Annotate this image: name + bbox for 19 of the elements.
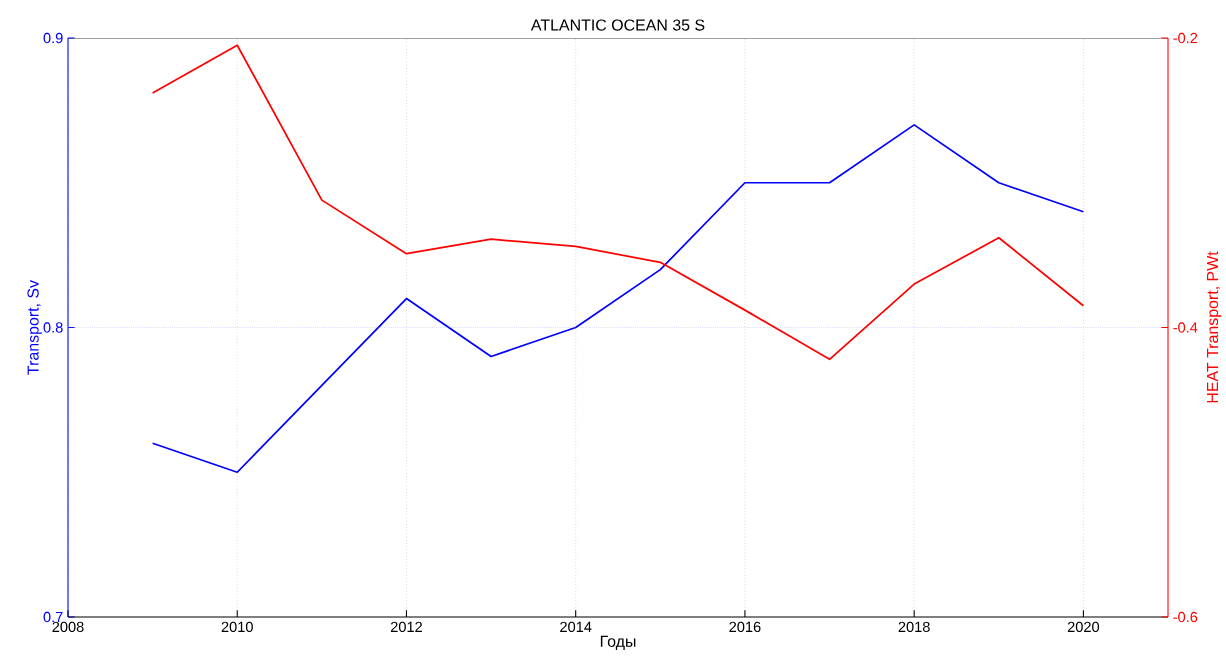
y-tick-label: 0.8 [43,322,63,333]
y2-axis-title: HEAT Transport, PWt [1207,251,1222,403]
x-tick-label: 2020 [1067,621,1100,633]
y2-tick-label: -0.2 [1173,32,1198,44]
x-axis-title: Годы [600,635,636,650]
x-tick-label: 2016 [729,621,761,633]
y2-tick-label: -0.4 [1173,322,1198,333]
y2-tick-label: -0.6 [1173,611,1198,623]
line-series [151,44,1085,361]
x-tick-label: 2012 [390,621,422,633]
x-tick-label: 2010 [221,621,253,633]
line-series [151,123,1085,474]
chart-title: ATLANTIC OCEAN 35 S [530,19,705,31]
y-tick-label: 0.7 [43,611,63,623]
x-tick-label: 2018 [898,621,930,633]
x-tick-label: 2008 [52,621,84,633]
x-tick-label: 2014 [560,621,592,633]
y-tick-label: 0.9 [43,32,63,44]
y-axis-title: Transport, Sv [27,280,42,375]
